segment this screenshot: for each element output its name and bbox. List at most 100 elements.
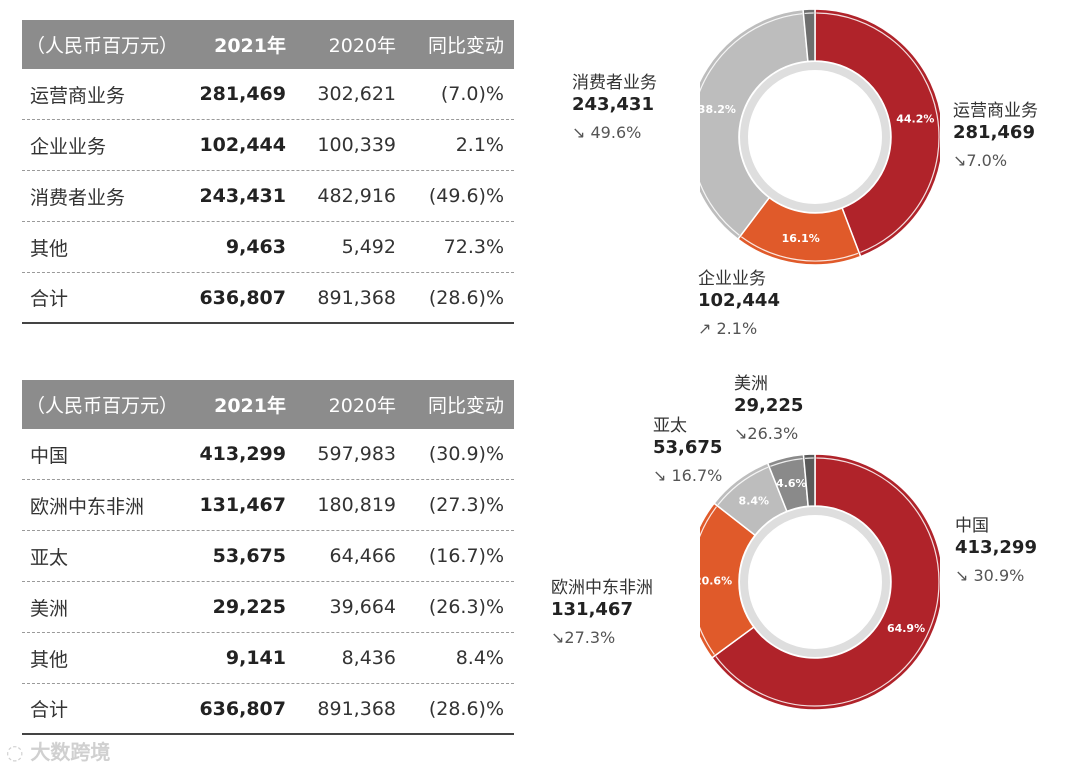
- donut-inner-ring: [740, 507, 890, 657]
- header-yoy: 同比变动: [427, 395, 504, 417]
- slice-value: 413,299: [955, 537, 1037, 558]
- header-2020: 2020年: [328, 395, 396, 417]
- region-table: （人民币百万元） 2021年 2020年 同比变动 中国 413,299 597…: [22, 380, 514, 735]
- slice-percent-label: 8.4%: [739, 494, 770, 507]
- slice-value: 102,444: [698, 290, 780, 311]
- slice-outline: [816, 12, 940, 253]
- arrow-down-icon: ↘: [653, 466, 667, 485]
- row-label: 企业业务: [30, 135, 107, 158]
- slice-label: 亚太 53,675 ↘ 16.7%: [653, 415, 722, 487]
- business-donut-chart: 44.2% 16.1% 38.2%: [700, 8, 940, 266]
- slice-value: 281,469: [953, 122, 1035, 143]
- row-label: 亚太: [30, 546, 69, 569]
- value-2020: 180,819: [317, 494, 396, 516]
- slice-percent-label: 20.6%: [700, 575, 732, 588]
- value-yoy: (7.0)%: [440, 83, 504, 105]
- row-label: 其他: [30, 237, 69, 260]
- value-2020: 39,664: [329, 596, 396, 618]
- slice-name: 消费者业务: [572, 73, 657, 93]
- slice-label: 消费者业务 243,431 ↘ 49.6%: [572, 72, 657, 144]
- row-label: 合计: [30, 288, 69, 310]
- table-row-total: 合计 636,807 891,368 (28.6)%: [22, 684, 514, 735]
- region-donut-chart: 64.9% 20.6% 8.4% 4.6%: [700, 453, 940, 711]
- table-row-total: 合计 636,807 891,368 (28.6)%: [22, 273, 514, 324]
- arrow-down-icon: ↘: [551, 628, 565, 647]
- arrow-down-icon: ↘: [734, 424, 748, 443]
- row-label: 运营商业务: [30, 84, 126, 107]
- value-2021: 53,675: [212, 545, 286, 567]
- arrow-up-icon: ↗: [698, 319, 712, 338]
- value-2021: 102,444: [199, 134, 286, 156]
- value-2020: 891,368: [317, 697, 396, 720]
- slice-label: 美洲 29,225 ↘26.3%: [734, 373, 803, 445]
- donut-slice: [802, 453, 816, 508]
- donut-inner-ring: [740, 62, 890, 212]
- header-unit: （人民币百万元）: [26, 395, 179, 417]
- chat-bubble-icon: ◌: [6, 740, 31, 764]
- value-2020: 5,492: [341, 236, 396, 258]
- slice-percent-label: 38.2%: [700, 103, 736, 116]
- value-yoy: (49.6)%: [428, 185, 504, 207]
- slice-percent-label: 44.2%: [896, 113, 934, 126]
- row-label: 消费者业务: [30, 186, 126, 209]
- slice-change: ↗ 2.1%: [698, 319, 758, 338]
- table-header: （人民币百万元） 2021年 2020年 同比变动: [22, 20, 514, 69]
- value-2020: 100,339: [317, 134, 396, 156]
- value-yoy: 72.3%: [443, 236, 504, 258]
- value-2020: 8,436: [341, 647, 396, 669]
- slice-value: 131,467: [551, 599, 633, 620]
- slice-outline: [700, 506, 717, 655]
- slice-outline: [700, 13, 803, 236]
- value-yoy: (16.7)%: [428, 545, 504, 567]
- slice-change: ↘ 30.9%: [955, 566, 1025, 585]
- table-row: 欧洲中东非洲 131,467 180,819 (27.3)%: [22, 480, 514, 531]
- table-row: 美洲 29,225 39,664 (26.3)%: [22, 582, 514, 633]
- value-2021: 281,469: [199, 83, 286, 105]
- table-row: 中国 413,299 597,983 (30.9)%: [22, 429, 514, 480]
- value-2021: 131,467: [199, 494, 286, 516]
- table-row: 消费者业务 243,431 482,916 (49.6)%: [22, 171, 514, 222]
- slice-change: ↘27.3%: [551, 628, 616, 647]
- slice-label: 企业业务 102,444 ↗ 2.1%: [698, 268, 780, 340]
- slice-change: ↘ 16.7%: [653, 466, 723, 485]
- value-yoy: (30.9)%: [428, 443, 504, 465]
- slice-label: 运营商业务 281,469 ↘7.0%: [953, 100, 1038, 172]
- slice-percent-label: 16.1%: [782, 232, 820, 245]
- value-2021: 636,807: [199, 286, 286, 309]
- donut-slice: [710, 453, 940, 711]
- watermark: ◌ 大数跨境: [6, 740, 111, 764]
- table-header: （人民币百万元） 2021年 2020年 同比变动: [22, 380, 514, 429]
- arrow-down-icon: ↘: [955, 566, 969, 585]
- slice-name: 欧洲中东非洲: [551, 578, 653, 598]
- slice-name: 运营商业务: [953, 101, 1038, 121]
- table-row: 亚太 53,675 64,466 (16.7)%: [22, 531, 514, 582]
- value-2021: 29,225: [212, 596, 286, 618]
- row-label: 美洲: [30, 597, 69, 620]
- value-yoy: (26.3)%: [428, 596, 504, 618]
- slice-label: 欧洲中东非洲 131,467 ↘27.3%: [551, 577, 653, 649]
- slice-name: 企业业务: [698, 269, 766, 289]
- slice-change: ↘ 49.6%: [572, 123, 642, 142]
- value-yoy: (27.3)%: [428, 494, 504, 516]
- value-2021: 243,431: [199, 185, 286, 207]
- donut-slice: [802, 8, 816, 63]
- arrow-down-icon: ↘: [953, 151, 967, 170]
- header-2021: 2021年: [214, 35, 286, 57]
- slice-percent-label: 4.6%: [776, 477, 807, 490]
- slice-outline: [715, 457, 940, 707]
- value-2021: 9,463: [225, 236, 286, 258]
- header-yoy: 同比变动: [427, 35, 504, 57]
- slice-change: ↘7.0%: [953, 151, 1008, 170]
- value-2020: 482,916: [317, 185, 396, 207]
- slice-name: 中国: [955, 516, 989, 536]
- value-2020: 891,368: [317, 286, 396, 309]
- slice-value: 29,225: [734, 395, 804, 416]
- table-row: 其他 9,463 5,492 72.3%: [22, 222, 514, 273]
- row-label: 欧洲中东非洲: [30, 495, 145, 518]
- slice-name: 美洲: [734, 374, 768, 394]
- value-yoy: 2.1%: [455, 134, 504, 156]
- row-label: 中国: [30, 444, 69, 467]
- header-unit: （人民币百万元）: [26, 35, 179, 57]
- row-label: 其他: [30, 648, 69, 671]
- value-2021: 9,141: [225, 647, 286, 669]
